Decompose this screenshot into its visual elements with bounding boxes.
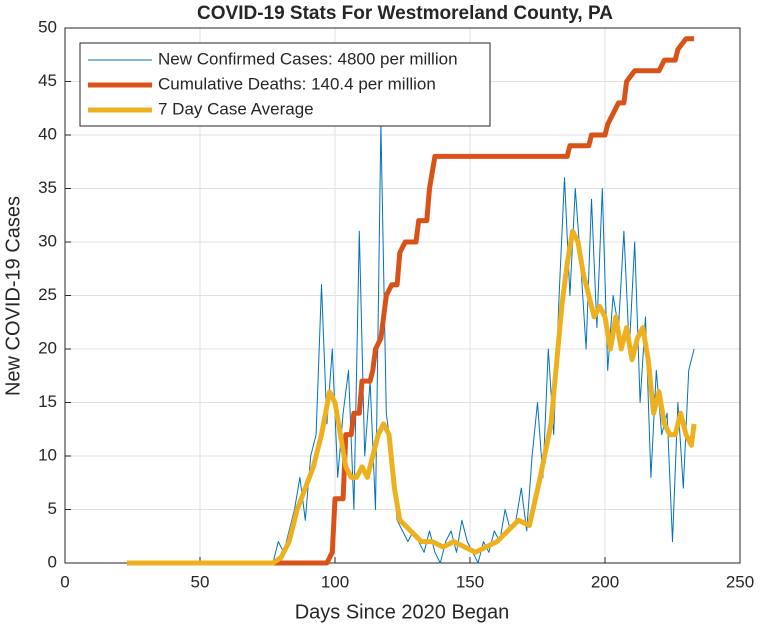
x-tick-label: 50 <box>191 572 210 591</box>
legend-label: New Confirmed Cases: 4800 per million <box>158 49 458 68</box>
x-tick-label: 150 <box>456 572 484 591</box>
series-line <box>272 123 695 564</box>
axes-box <box>64 27 741 564</box>
x-tick-label: 100 <box>321 572 349 591</box>
y-tick-label: 0 <box>48 552 57 571</box>
x-axis-label: Days Since 2020 Began <box>295 601 510 623</box>
x-tick-label: 200 <box>591 572 619 591</box>
y-tick-label: 30 <box>38 231 57 250</box>
x-tick-label: 250 <box>726 572 754 591</box>
y-tick-label: 20 <box>38 338 57 357</box>
y-tick-label: 10 <box>38 445 57 464</box>
legend-label: 7 Day Case Average <box>158 99 314 118</box>
y-tick-label: 5 <box>48 499 57 518</box>
y-tick-label: 15 <box>38 392 57 411</box>
chart-title: COVID-19 Stats For Westmoreland County, … <box>197 3 613 24</box>
legend-label: Cumulative Deaths: 140.4 per million <box>158 74 436 93</box>
y-tick-label: 50 <box>38 17 57 36</box>
x-tick-label: 0 <box>60 572 69 591</box>
y-tick-label: 45 <box>38 71 57 90</box>
y-tick-label: 35 <box>38 178 57 197</box>
series-line <box>127 36 695 566</box>
y-axis-label: New COVID-19 Cases <box>2 196 24 396</box>
series-line <box>127 228 697 566</box>
y-tick-label: 40 <box>38 124 57 143</box>
y-tick-label: 25 <box>38 285 57 304</box>
